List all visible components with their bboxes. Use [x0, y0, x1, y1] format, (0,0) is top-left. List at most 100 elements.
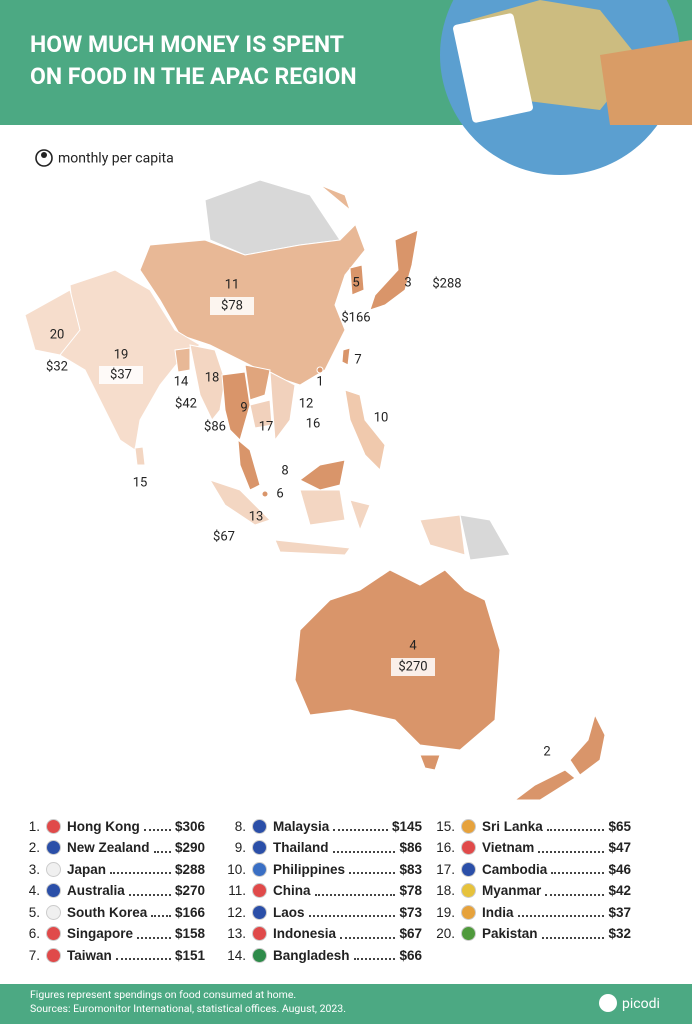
ranking-row: 5. South Korea $166 [20, 902, 205, 922]
map-label-value: $42 [175, 396, 197, 411]
country: New Zealand [67, 840, 150, 855]
rank: 16. [436, 840, 455, 855]
brand-logo [599, 994, 617, 1012]
map-label-number: 10 [374, 410, 389, 425]
ranking-row: 10. Philippines $83 [226, 859, 422, 879]
map-label-value: $32 [46, 359, 68, 374]
map-label-number: 18 [205, 370, 220, 385]
leader-dots [538, 850, 605, 853]
flag [46, 861, 61, 877]
map-label-box [210, 297, 254, 315]
map-label-number: 2 [543, 744, 550, 759]
myanmar [189, 344, 226, 421]
new-zealand [513, 713, 606, 801]
ranking-row: 4. Australia $270 [20, 881, 205, 901]
footer-band [0, 984, 692, 1024]
ranking-row: 20. Pakistan $32 [435, 924, 631, 944]
ranking-row: 9. Thailand $86 [226, 838, 422, 858]
map-label-number: 9 [240, 400, 247, 415]
country: Hong Kong [67, 818, 140, 834]
pakistan [24, 289, 81, 356]
sri-lanka [134, 446, 146, 466]
rank: 9. [234, 840, 246, 855]
ranking-row: 11. China $78 [226, 881, 422, 901]
tasmania [419, 754, 441, 771]
map-label-number: 15 [133, 475, 148, 490]
leader-dots [333, 829, 388, 831]
leader-dots [115, 958, 171, 960]
country: Singapore [67, 926, 134, 941]
value: $46 [608, 861, 631, 877]
country: Malaysia [273, 818, 330, 834]
ranking-row: 17. Cambodia $46 [435, 859, 631, 879]
value: $151 [174, 947, 205, 963]
thailand [221, 371, 251, 441]
value: $288 [174, 861, 205, 877]
map-label-value: $37 [110, 367, 132, 382]
title: HOW MUCH MONEY IS SPENT [30, 31, 344, 58]
map-label-number: 16 [306, 416, 321, 431]
rank: 11. [228, 883, 246, 898]
rank: 3. [28, 861, 40, 877]
flag [46, 947, 61, 963]
rank: 4. [28, 883, 40, 898]
vietnam [269, 371, 296, 442]
map-label-number: 5 [352, 275, 359, 290]
value: $73 [399, 904, 422, 920]
leader-dots [546, 829, 605, 831]
map-label-number: 20 [50, 327, 65, 342]
country: South Korea [67, 904, 148, 920]
map-label-number: 7 [354, 352, 361, 367]
leader-dots [340, 936, 396, 939]
laos [244, 364, 271, 401]
malaysia [237, 438, 261, 491]
country: Laos [273, 904, 305, 920]
flag [252, 818, 267, 834]
bangladesh [174, 347, 191, 373]
country: Philippines [273, 861, 346, 877]
leader-dots [545, 893, 605, 896]
country: Taiwan [67, 947, 112, 963]
map-label-value: $270 [398, 659, 427, 674]
flag [252, 840, 267, 855]
flag [461, 883, 476, 898]
map-label-number: 1 [316, 374, 323, 389]
flag [46, 840, 61, 855]
flag [46, 904, 61, 920]
person-icon [41, 152, 47, 158]
value: $47 [608, 840, 631, 855]
country: Bangladesh [273, 947, 350, 963]
map-label-value: $78 [221, 298, 243, 313]
hong-kong [316, 366, 324, 374]
leader-dots [151, 915, 171, 917]
rank: 18. [436, 883, 455, 898]
map-label-number: 17 [259, 419, 274, 434]
leader-dots [517, 915, 605, 917]
map-label-number: 12 [299, 396, 314, 411]
ranking-row: 16. Vietnam $47 [435, 838, 631, 858]
china [139, 184, 366, 386]
leader-dots [143, 829, 171, 831]
leader-dots [110, 872, 171, 874]
rank: 19. [436, 904, 455, 920]
value: $290 [174, 840, 205, 855]
rank: 12. [227, 904, 246, 920]
leader-dots [314, 893, 396, 896]
flag [461, 840, 476, 855]
ranking-row: 19. India $37 [435, 902, 631, 922]
rank: 8. [234, 818, 246, 834]
value: $78 [399, 883, 422, 898]
title: ON FOOD IN THE APAC REGION [30, 63, 357, 90]
papua-new-guinea [459, 514, 511, 561]
ranking-row: 7. Taiwan $151 [20, 945, 205, 965]
value: $32 [608, 926, 631, 941]
ranking-row: 2. New Zealand $290 [20, 838, 205, 858]
flag [461, 926, 476, 941]
rank: 10. [227, 861, 246, 877]
india [59, 269, 201, 451]
value: $37 [608, 904, 631, 920]
value: $145 [391, 818, 422, 834]
singapore [261, 490, 269, 498]
rank: 6. [28, 926, 40, 941]
